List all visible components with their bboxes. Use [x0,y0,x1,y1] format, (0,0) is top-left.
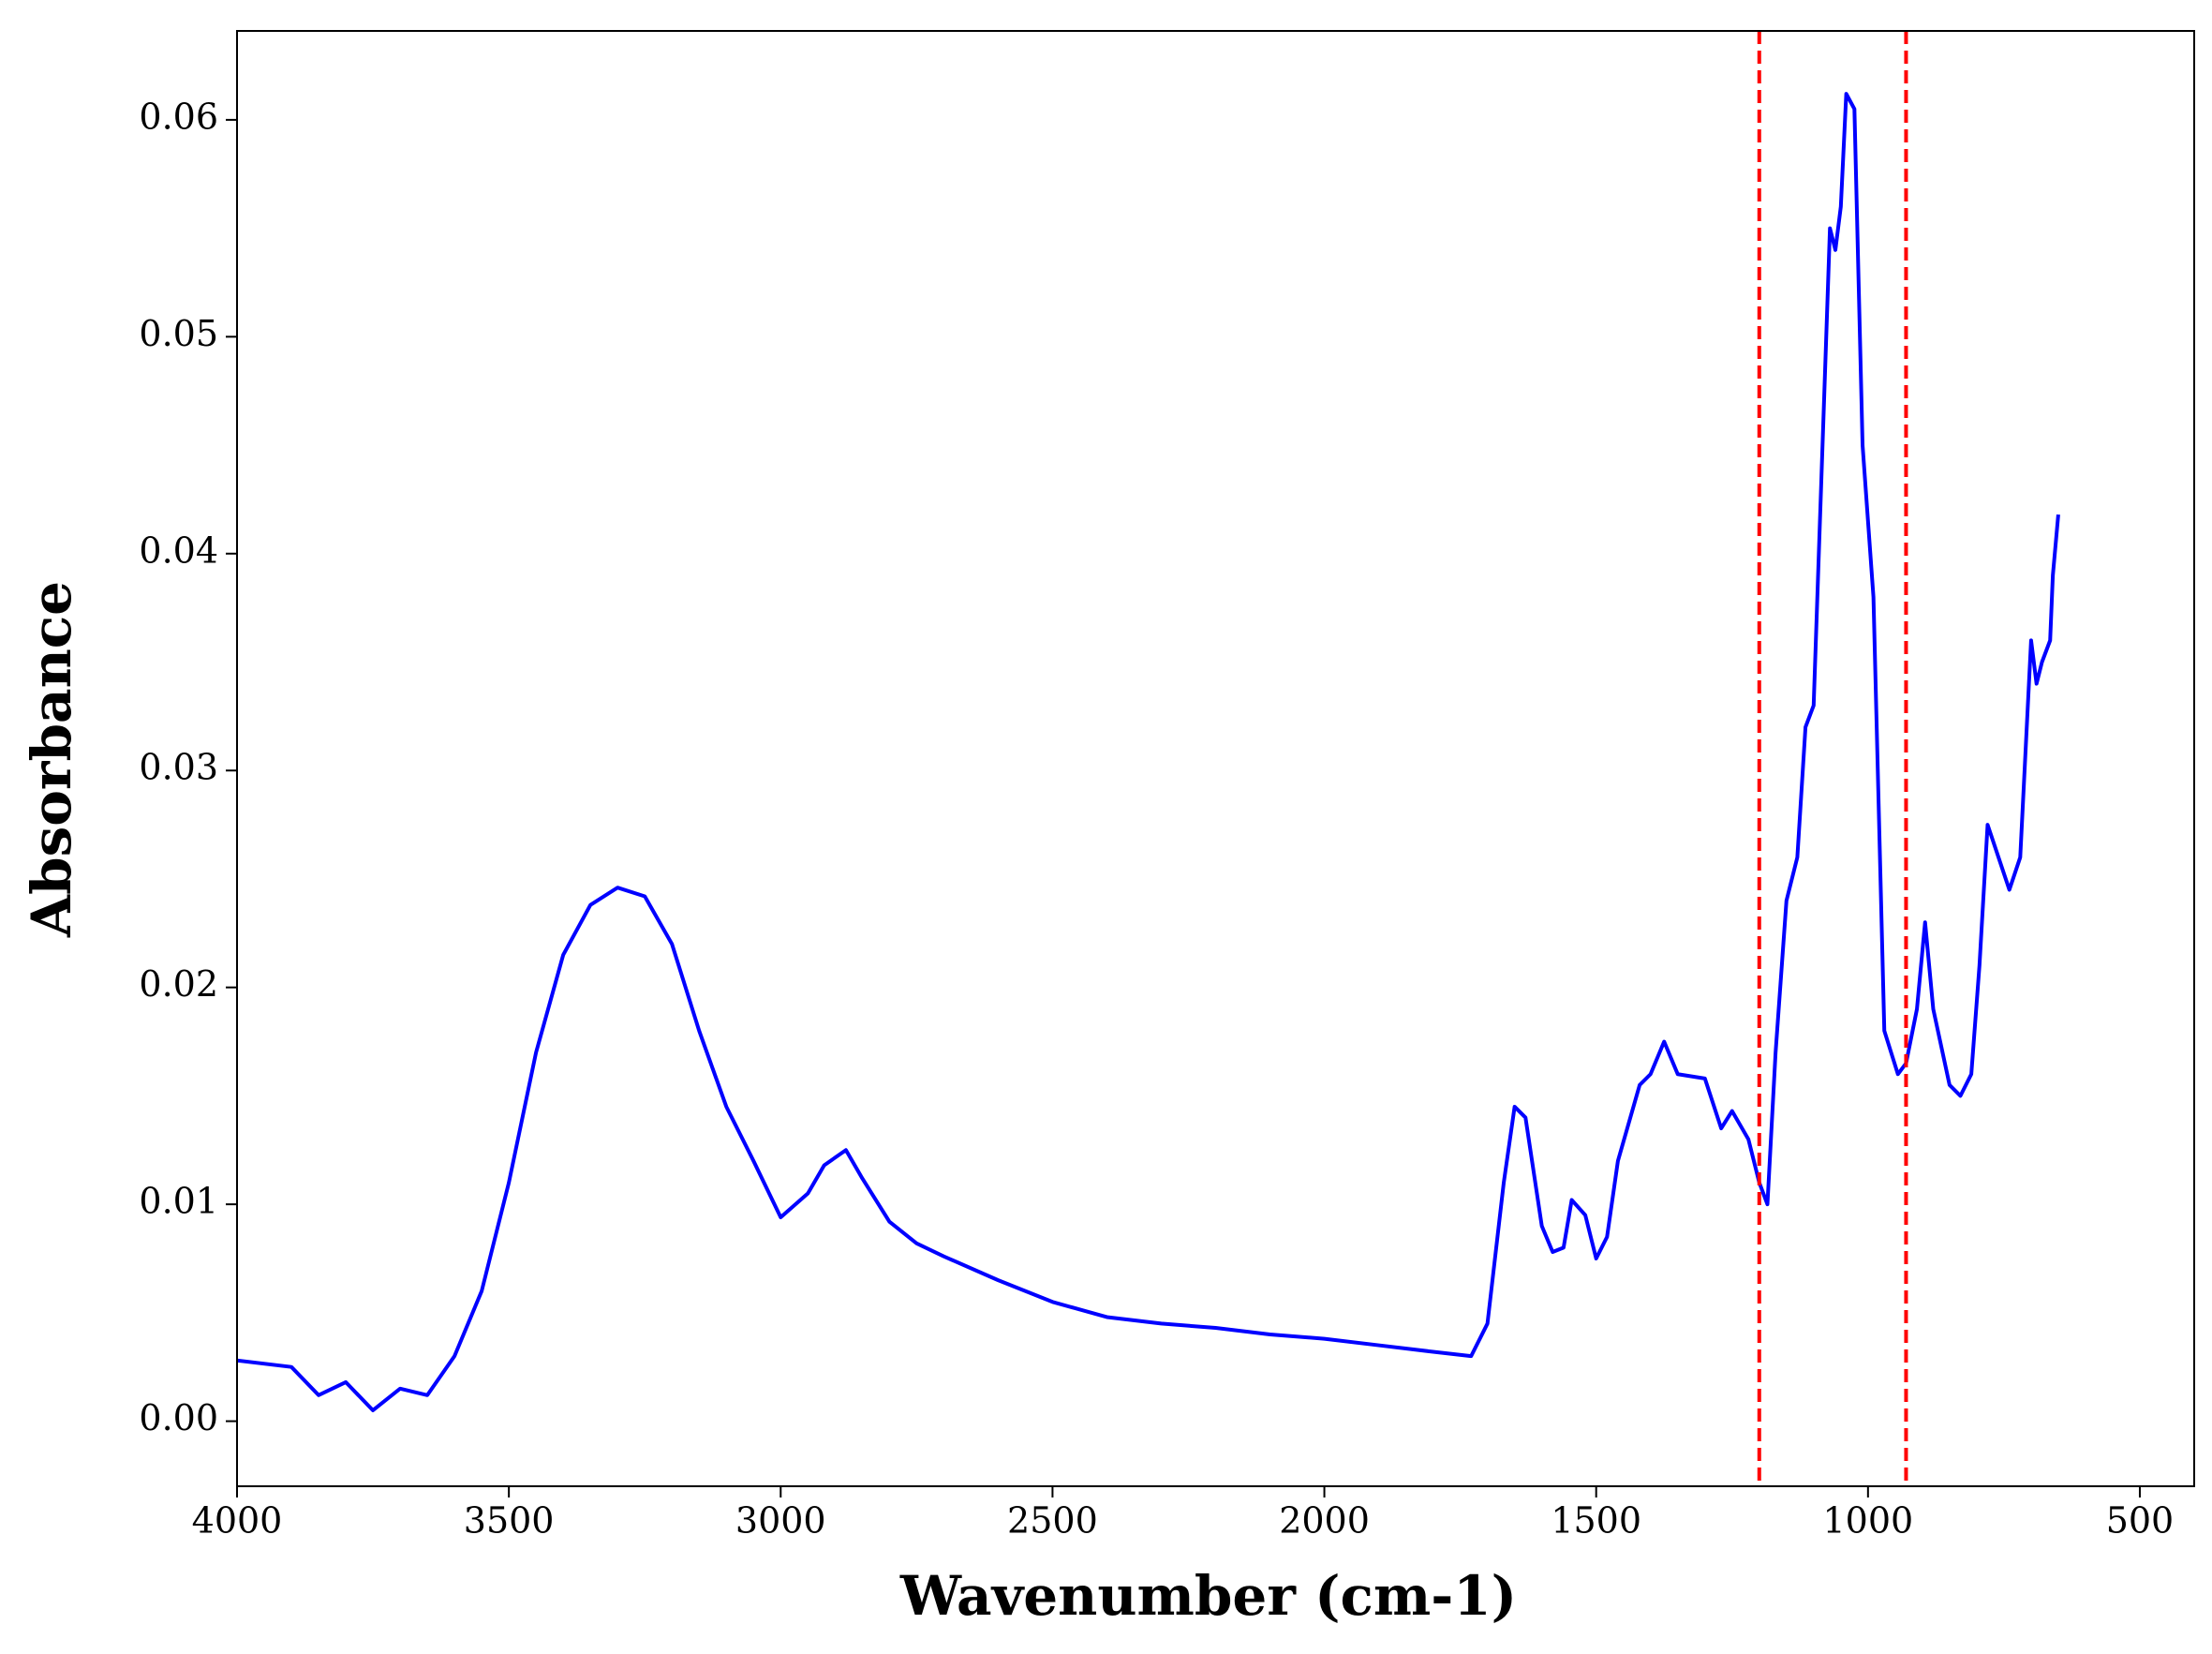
y-axis-label: Absorbance [20,581,83,938]
x-tick-label: 3500 [464,1500,555,1542]
plot-frame [236,30,2195,1487]
x-tick-label: 3000 [735,1500,826,1542]
x-tick-label: 4000 [192,1500,283,1542]
y-tick-label: 0.00 [139,1397,218,1438]
y-tick-label: 0.04 [139,529,218,571]
y-tick-label: 0.06 [139,96,218,137]
x-tick-label: 2000 [1279,1500,1370,1542]
y-tick-label: 0.01 [139,1181,218,1222]
x-axis-label: Wavenumber (cm-1) [899,1564,1517,1628]
y-tick-label: 0.03 [139,747,218,788]
x-tick-label: 1000 [1822,1500,1913,1542]
x-tick-label: 1500 [1551,1500,1641,1542]
x-tick-label: 2500 [1007,1500,1098,1542]
y-tick-label: 0.02 [139,963,218,1005]
y-tick-label: 0.05 [139,313,218,354]
spectrum-line [236,92,2060,1412]
x-tick-label: 500 [2106,1500,2175,1542]
